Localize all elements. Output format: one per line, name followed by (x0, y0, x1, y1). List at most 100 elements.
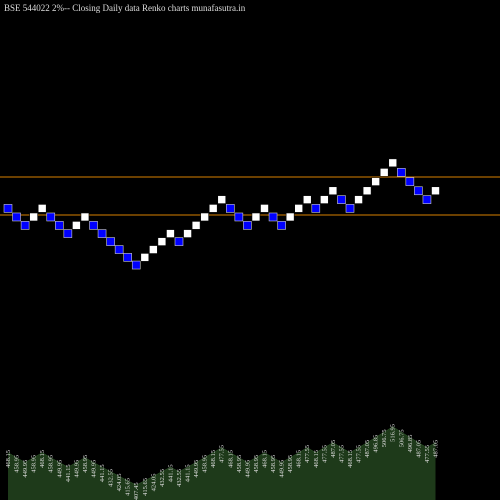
value-label: 468.15 (296, 450, 303, 468)
brick (379, 168, 389, 177)
value-label: 441.15 (167, 464, 174, 482)
value-label: 458.95 (48, 455, 55, 473)
value-label: 424.05 (150, 474, 157, 492)
value-label: 477.55 (219, 445, 226, 463)
value-label: 458.95 (202, 455, 209, 473)
brick (72, 221, 81, 230)
value-label: 407.45 (133, 482, 140, 500)
value-label: 506.75 (398, 429, 405, 447)
brick (302, 195, 312, 204)
brick (29, 212, 38, 222)
value-label: 449.95 (91, 460, 98, 478)
value-label: 506.75 (381, 429, 388, 447)
value-label: 487.05 (415, 440, 422, 458)
value-label: 487.05 (433, 440, 440, 458)
value-label: 468.15 (347, 450, 354, 468)
brick (46, 212, 56, 222)
value-label: 458.95 (14, 455, 21, 473)
brick (431, 186, 440, 196)
value-label: 415.65 (125, 478, 132, 496)
value-label: 458.95 (270, 455, 277, 473)
brick (371, 177, 380, 186)
brick (277, 221, 286, 230)
value-label: 477.55 (356, 445, 363, 463)
value-label: 449.95 (56, 460, 63, 478)
value-label: 458.95 (236, 455, 243, 473)
brick (63, 229, 73, 238)
brick (243, 221, 252, 230)
brick (388, 158, 398, 168)
value-label: 458.95 (31, 455, 38, 473)
brick (183, 229, 192, 238)
brick (12, 212, 21, 222)
value-label: 468.15 (210, 450, 217, 468)
value-label: 487.05 (364, 440, 371, 458)
brick (422, 195, 432, 204)
value-label: 468.15 (5, 450, 12, 468)
brick (149, 245, 158, 254)
brick (174, 237, 184, 246)
brick (251, 212, 261, 222)
brick (320, 195, 329, 204)
value-label: 487.05 (330, 440, 337, 458)
value-label: 432.55 (176, 469, 183, 487)
brick (414, 186, 423, 196)
brick (354, 195, 363, 204)
value-label: 496.85 (407, 435, 414, 453)
brick (166, 229, 175, 238)
value-label: 441.15 (99, 464, 106, 482)
value-label: 468.15 (227, 450, 234, 468)
value-label: 458.95 (253, 455, 260, 473)
value-label: 449.95 (244, 460, 251, 478)
brick (80, 212, 90, 222)
brick (200, 212, 209, 222)
brick (226, 204, 235, 213)
brick (3, 204, 13, 213)
value-label: 477.55 (338, 445, 345, 463)
value-label: 468.15 (262, 450, 269, 468)
value-label: 449.95 (22, 460, 29, 478)
chart-title: BSE 544022 2%-- Closing Daily data Renko… (4, 3, 246, 13)
value-label: 441.15 (185, 464, 192, 482)
brick (268, 212, 278, 222)
brick (54, 221, 64, 230)
value-label: 468.15 (313, 450, 320, 468)
value-label: 415.65 (142, 478, 149, 496)
brick (89, 221, 98, 230)
value-label: 516.95 (390, 424, 397, 442)
brick (260, 204, 269, 213)
brick (20, 221, 30, 230)
value-label: 449.95 (73, 460, 80, 478)
brick (208, 204, 218, 213)
value-label: 477.55 (424, 445, 431, 463)
brick (37, 204, 47, 213)
value-label: 468.15 (39, 450, 46, 468)
value-label: 424.05 (116, 474, 123, 492)
brick (140, 253, 150, 262)
value-label: 496.85 (373, 435, 380, 453)
brick (106, 237, 115, 246)
brick (345, 204, 355, 213)
value-label: 458.95 (287, 455, 294, 473)
value-label: 441.15 (65, 464, 72, 482)
brick (131, 260, 141, 270)
brick (294, 204, 304, 213)
brick (191, 221, 201, 230)
close-area-fill (8, 426, 436, 500)
brick (157, 237, 167, 246)
value-label: 449.95 (279, 460, 286, 478)
value-label: 477.55 (304, 445, 311, 463)
brick (396, 168, 406, 177)
brick (405, 177, 415, 186)
brick (311, 204, 321, 213)
brick (328, 186, 338, 196)
brick (97, 229, 107, 238)
brick (114, 245, 124, 254)
value-label: 477.55 (321, 445, 328, 463)
brick (234, 212, 244, 222)
brick (217, 195, 227, 204)
value-label: 432.55 (159, 469, 166, 487)
brick (362, 186, 372, 196)
brick (285, 212, 295, 222)
